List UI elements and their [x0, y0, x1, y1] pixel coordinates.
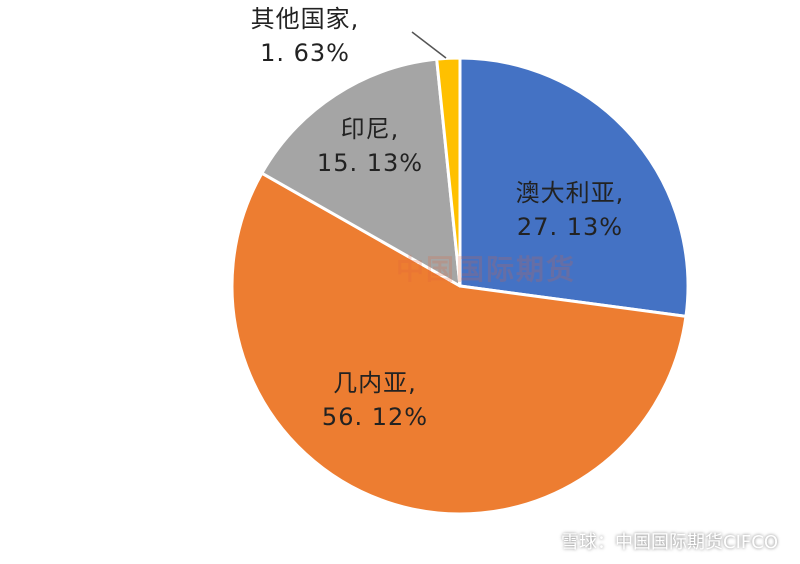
label-guinea-name: 几内亚, — [333, 369, 417, 397]
label-indonesia-value: 15. 13% — [316, 149, 424, 177]
pie-slice-other — [435, 56, 462, 288]
pie-slice-guinea — [230, 171, 688, 516]
leader-line-other — [411, 31, 447, 59]
label-other-value: 1. 63% — [260, 39, 350, 67]
label-guinea: 几内亚, 56. 12% — [300, 366, 450, 434]
pie-slice-australia — [458, 56, 690, 318]
label-guinea-value: 56. 12% — [321, 403, 429, 431]
label-australia-value: 27. 13% — [516, 213, 624, 241]
watermark-center: 中国国际期货 — [396, 253, 577, 286]
pie-slice-indonesia — [260, 57, 462, 288]
label-australia: 澳大利亚, 27. 13% — [500, 176, 640, 244]
label-indonesia: 印尼, 15. 13% — [310, 112, 430, 180]
label-other: 其他国家, 1. 63% — [220, 2, 390, 70]
label-australia-name: 澳大利亚, — [515, 179, 625, 207]
label-other-name: 其他国家, — [250, 5, 360, 33]
label-indonesia-name: 印尼, — [340, 115, 400, 143]
watermark-footer: 雪球：中国国际期货CIFCO — [561, 532, 778, 553]
